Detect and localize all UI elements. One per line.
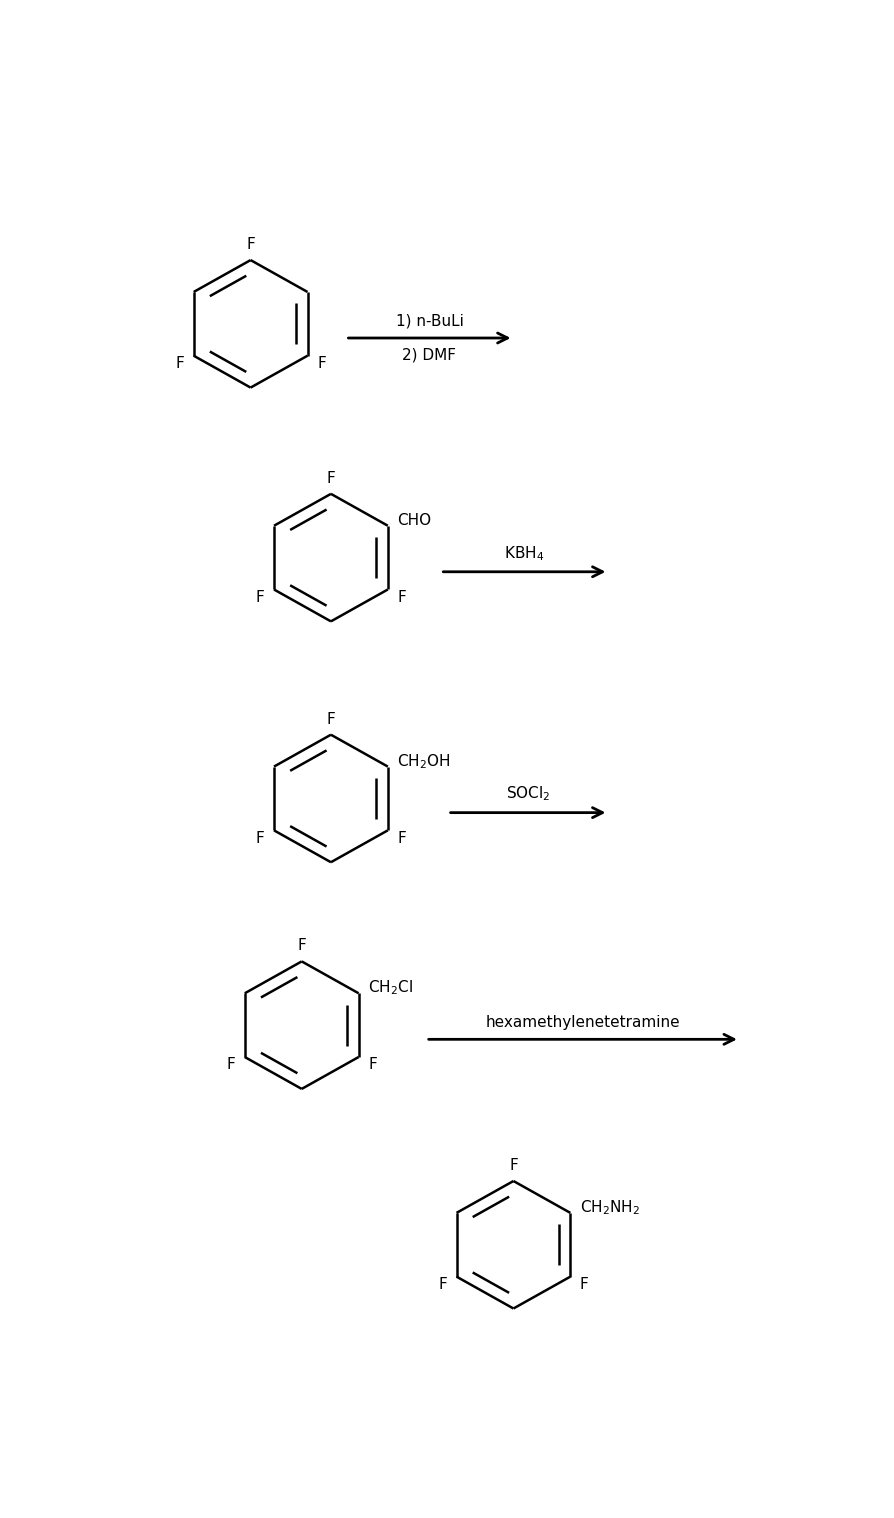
Text: F: F — [326, 471, 335, 486]
Text: F: F — [297, 938, 306, 953]
Text: SOCl$_2$: SOCl$_2$ — [505, 785, 550, 803]
Text: F: F — [326, 712, 335, 727]
Text: F: F — [438, 1277, 446, 1292]
Text: CH$_2$NH$_2$: CH$_2$NH$_2$ — [579, 1198, 639, 1217]
Text: F: F — [175, 357, 184, 370]
Text: 2) DMF: 2) DMF — [402, 348, 456, 363]
Text: CH$_2$OH: CH$_2$OH — [397, 751, 451, 771]
Text: F: F — [256, 591, 264, 604]
Text: F: F — [246, 237, 255, 252]
Text: hexamethylenetetramine: hexamethylenetetramine — [485, 1016, 679, 1031]
Text: CH$_2$Cl: CH$_2$Cl — [367, 979, 413, 997]
Text: 1) n-BuLi: 1) n-BuLi — [395, 314, 463, 329]
Text: CHO: CHO — [397, 513, 431, 528]
Text: F: F — [397, 830, 406, 846]
Text: F: F — [509, 1158, 518, 1173]
Text: KBH$_4$: KBH$_4$ — [503, 543, 544, 563]
Text: F: F — [397, 591, 406, 604]
Text: F: F — [316, 357, 325, 370]
Text: F: F — [256, 830, 264, 846]
Text: F: F — [367, 1058, 376, 1072]
Text: F: F — [226, 1058, 235, 1072]
Text: F: F — [579, 1277, 588, 1292]
